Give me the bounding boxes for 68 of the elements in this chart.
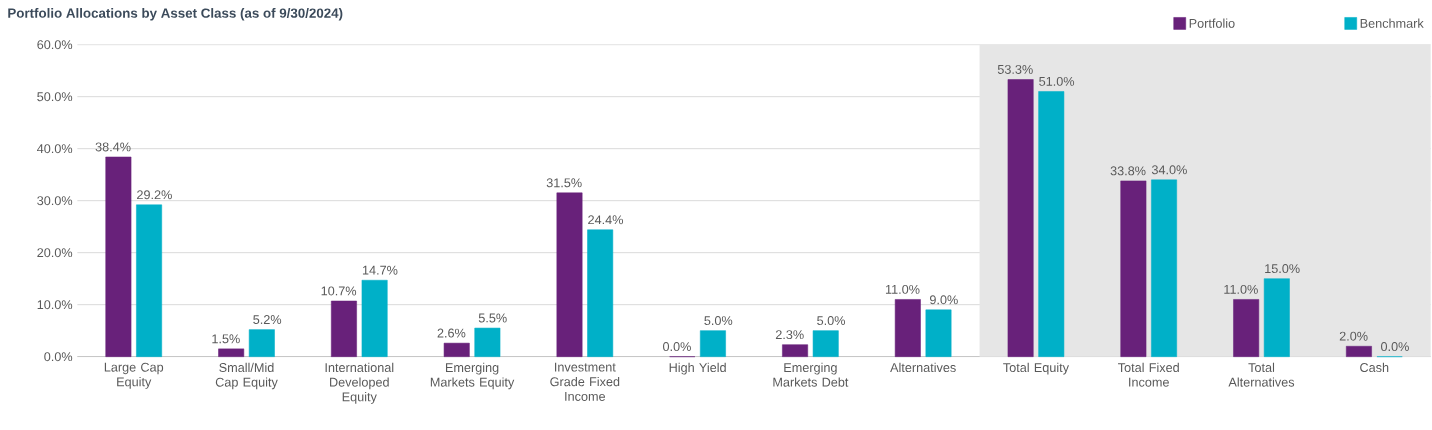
data-label: 1.5% <box>212 334 240 344</box>
bar <box>218 348 245 357</box>
bar <box>248 329 275 357</box>
y-tick-label: 60.0% <box>37 40 73 50</box>
bar <box>1120 180 1147 357</box>
data-label: 14.7% <box>362 265 398 275</box>
x-tick-label: Alternatives <box>890 362 956 373</box>
chart-title: Portfolio Allocations by Asset Class (as of 9/30/2024) <box>8 8 343 21</box>
y-tick-label: 10.0% <box>37 300 73 310</box>
bar <box>556 192 583 357</box>
data-label: 2.6% <box>437 328 466 338</box>
data-label: 5.0% <box>817 316 846 326</box>
bar <box>894 299 921 357</box>
bar <box>361 279 388 357</box>
bar <box>700 330 726 357</box>
x-tick-label: Investment Grade Fixed Income <box>550 362 620 401</box>
bar <box>1151 179 1177 357</box>
data-label: 53.3% <box>997 64 1033 74</box>
x-tick-label: Total Equity <box>1003 362 1069 375</box>
bar <box>812 330 839 357</box>
y-tick-label: 30.0% <box>37 196 73 206</box>
y-tick-label: 20.0% <box>37 248 73 258</box>
bar <box>1263 278 1290 357</box>
data-label: 29.2% <box>137 190 172 200</box>
x-tick-label: Emerging Markets Equity <box>430 362 515 390</box>
x-tick-label: Cash <box>1360 362 1389 373</box>
data-label: 11.0% <box>885 284 920 294</box>
data-label: 11.0% <box>1224 284 1258 294</box>
bar <box>1007 79 1034 357</box>
x-tick-label: High Yield <box>669 362 726 375</box>
data-label: 0.0% <box>1381 342 1409 352</box>
y-tick-label: 0.0% <box>44 352 73 362</box>
bar <box>474 327 501 357</box>
data-label: 5.2% <box>253 315 282 325</box>
bar <box>136 204 162 357</box>
data-label: 34.0% <box>1151 165 1187 175</box>
x-tick-label: Large Cap Equity <box>104 362 164 389</box>
y-tick-label: 50.0% <box>37 92 73 102</box>
bar <box>587 229 614 357</box>
bar <box>782 344 808 357</box>
x-tick-label: Total Alternatives <box>1228 362 1295 387</box>
data-label: 33.8% <box>1110 166 1146 176</box>
legend-label: Benchmark <box>1360 18 1424 28</box>
data-label: 5.5% <box>478 313 507 323</box>
data-label: 51.0% <box>1039 76 1075 86</box>
x-tick-label: Emerging Markets Debt <box>773 362 849 387</box>
bar <box>1346 346 1372 357</box>
x-tick-label: International Developed Equity <box>325 362 394 404</box>
bar <box>331 300 357 357</box>
data-label: 31.5% <box>546 178 582 188</box>
data-label: 9.0% <box>929 295 958 305</box>
x-tick-label: Total Fixed Income <box>1118 362 1179 387</box>
data-label: 5.0% <box>704 316 733 326</box>
bar <box>105 156 132 357</box>
data-label: 2.3% <box>775 330 804 340</box>
data-label: 24.4% <box>588 215 623 225</box>
bar <box>1233 299 1260 357</box>
data-label: 15.0% <box>1265 264 1300 274</box>
data-label: 10.7% <box>321 286 357 296</box>
bar <box>1038 91 1065 357</box>
data-label: 2.0% <box>1339 331 1368 341</box>
legend-label: Portfolio <box>1189 18 1235 28</box>
y-tick-label: 40.0% <box>37 144 73 154</box>
data-label: 38.4% <box>95 142 131 152</box>
x-tick-label: Small/Mid Cap Equity <box>215 362 278 390</box>
bar <box>925 309 952 357</box>
data-label: 0.0% <box>663 342 691 352</box>
bar <box>443 342 470 357</box>
